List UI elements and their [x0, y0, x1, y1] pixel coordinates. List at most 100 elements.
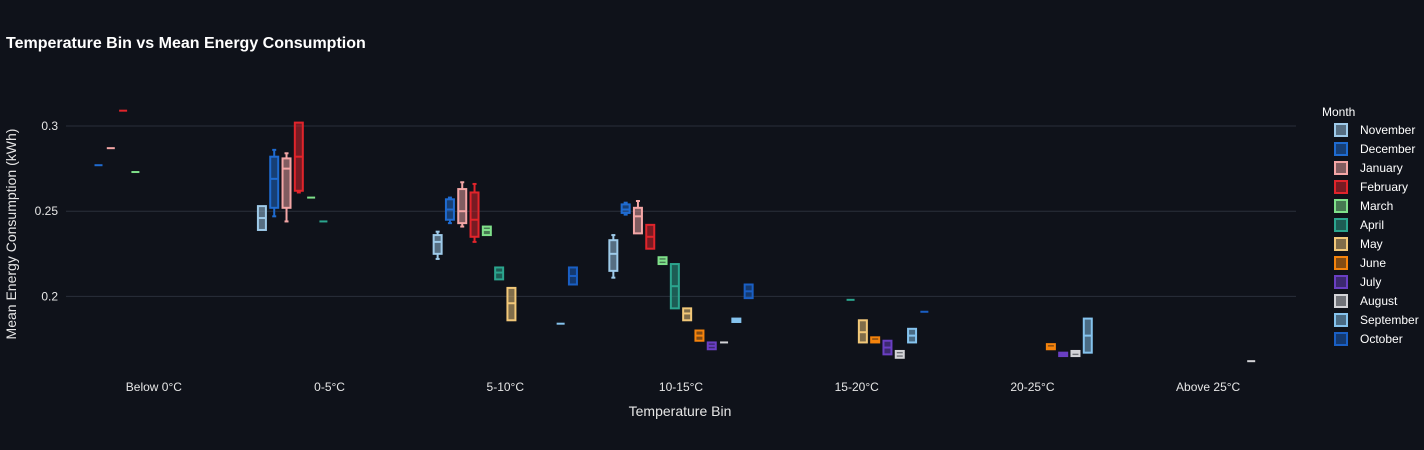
x-tick-label: Above 25°C [1176, 380, 1241, 394]
box-plot[interactable] [706, 341, 717, 351]
box-plot[interactable] [608, 234, 619, 279]
box-plot[interactable] [657, 256, 668, 266]
box-plot-marks [94, 109, 1256, 363]
box-plot[interactable] [1070, 349, 1081, 358]
box-plot[interactable] [857, 319, 868, 344]
y-tick-label: 0.25 [35, 204, 59, 218]
box-body [608, 239, 619, 272]
box-plot[interactable] [567, 266, 578, 286]
series-june [694, 329, 1056, 351]
y-axis-title: Mean Energy Consumption (kWh) [3, 129, 19, 340]
box-plot[interactable] [1082, 317, 1093, 354]
box-plot[interactable] [743, 283, 754, 300]
series-august [720, 341, 1256, 363]
legend-item-october[interactable]: October [1334, 332, 1403, 346]
box-body [281, 157, 292, 209]
legend-swatch [1334, 256, 1348, 270]
legend-item-november[interactable]: November [1334, 123, 1415, 137]
box-plot[interactable] [281, 152, 292, 223]
box-plot[interactable] [506, 286, 517, 322]
box-body [269, 155, 280, 209]
legend-label: February [1360, 180, 1408, 194]
box-plot[interactable] [907, 327, 918, 344]
x-tick-label: 5-10°C [487, 380, 525, 394]
series-march [131, 171, 668, 266]
box-plot[interactable] [457, 181, 468, 228]
box-plot[interactable] [1045, 343, 1056, 351]
gridlines [66, 125, 1296, 297]
box-body [469, 191, 480, 238]
legend-label: August [1360, 294, 1398, 308]
legend-title: Month [1322, 105, 1355, 119]
box-plot[interactable] [444, 196, 455, 225]
x-tick-label: 10-15°C [659, 380, 703, 394]
box-plot[interactable] [620, 201, 631, 216]
box-plot[interactable] [669, 263, 680, 310]
box-body [432, 234, 443, 255]
x-tick-label: 0-5°C [314, 380, 345, 394]
box-plot[interactable] [256, 205, 267, 231]
box-plot[interactable] [1058, 351, 1069, 358]
legend-item-march[interactable]: March [1334, 199, 1393, 213]
legend-item-april[interactable]: April [1334, 218, 1384, 232]
x-axis-title: Temperature Bin [629, 403, 732, 419]
box-plot[interactable] [432, 230, 443, 260]
legend-label: April [1360, 218, 1384, 232]
series-may [506, 286, 868, 344]
series-april [319, 220, 855, 310]
box-plot[interactable] [731, 317, 742, 323]
box-plot[interactable] [632, 199, 643, 235]
legend-label: July [1360, 275, 1381, 289]
legend-swatch [1334, 237, 1348, 251]
legend-swatch [1334, 294, 1348, 308]
series-october [567, 266, 929, 313]
legend-item-february[interactable]: February [1334, 180, 1408, 194]
legend-swatch [1334, 161, 1348, 175]
box-plot[interactable] [882, 339, 893, 356]
legend-swatch [1334, 218, 1348, 232]
box-plot[interactable] [481, 225, 492, 237]
legend-item-may[interactable]: May [1334, 237, 1383, 251]
y-tick-label: 0.3 [41, 119, 58, 133]
legend-label: March [1360, 199, 1393, 213]
box-plot[interactable] [682, 307, 693, 322]
box-body [457, 188, 468, 225]
legend-label: October [1360, 332, 1403, 346]
box-plot[interactable] [494, 266, 505, 281]
legend-swatch [1334, 180, 1348, 194]
legend-item-july[interactable]: July [1334, 275, 1381, 289]
legend-item-september[interactable]: September [1334, 313, 1419, 327]
box-plot[interactable] [645, 223, 656, 250]
box-body [632, 206, 643, 235]
series-july [706, 339, 1069, 358]
legend-item-august[interactable]: August [1334, 294, 1398, 308]
legend-label: June [1360, 256, 1386, 270]
y-tick-label: 0.2 [41, 289, 58, 303]
x-tick-label: 20-25°C [1010, 380, 1054, 394]
x-axis-ticks: Below 0°C 0-5°C 5-10°C 10-15°C 15-20°C 20-25°… [126, 380, 1241, 394]
legend-swatch [1334, 332, 1348, 346]
series-december [94, 148, 631, 225]
legend-item-june[interactable]: June [1334, 256, 1386, 270]
x-tick-label: Below 0°C [126, 380, 182, 394]
legend-swatch [1334, 275, 1348, 289]
box-plot[interactable] [469, 182, 480, 243]
legend-swatch [1334, 142, 1348, 156]
legend-item-january[interactable]: January [1334, 161, 1403, 175]
box-plot[interactable] [870, 336, 881, 344]
legend-swatch [1334, 199, 1348, 213]
legend-item-december[interactable]: December [1334, 142, 1415, 156]
chart-title: Temperature Bin vs Mean Energy Consumpti… [6, 35, 366, 52]
series-january [106, 147, 643, 235]
box-plot[interactable] [293, 121, 304, 194]
x-tick-label: 15-20°C [835, 380, 879, 394]
series-september [556, 317, 1093, 354]
legend-swatch [1334, 123, 1348, 137]
box-plot[interactable] [269, 148, 280, 218]
legend-label: January [1360, 161, 1403, 175]
legend-swatch [1334, 313, 1348, 327]
box-plot[interactable] [894, 349, 905, 359]
box-plot[interactable] [694, 329, 705, 342]
legend-label: September [1360, 313, 1419, 327]
